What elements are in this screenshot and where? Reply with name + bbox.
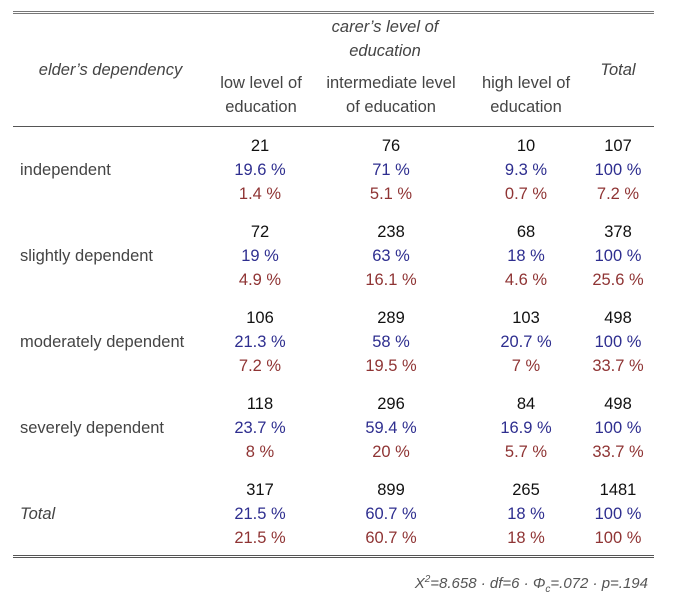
cell-column-percent: 7 % — [511, 357, 541, 375]
cell-count: 265 — [512, 481, 540, 499]
cell-count: 317 — [246, 481, 274, 499]
table-bottom-rule — [13, 555, 654, 556]
column-header-intermediate: intermediate level of education — [312, 71, 470, 119]
cell-row-percent: 20.7 % — [500, 333, 552, 351]
cell-count: 76 — [381, 137, 401, 155]
cell-column-percent: 60.7 % — [365, 529, 417, 547]
cell-row-percent: 19 % — [241, 247, 279, 265]
cell-row-percent: 18 % — [507, 247, 545, 265]
chi-exponent: 2 — [424, 574, 431, 585]
cell-column-percent: 4.6 % — [504, 271, 548, 289]
cell-row-percent: 16.9 % — [500, 419, 552, 437]
cell-count: 118 — [246, 395, 274, 413]
cell-column-percent: 5.7 % — [504, 443, 548, 461]
cell-row-percent: 23.7 % — [234, 419, 286, 437]
column-variable-header: carer’s level of education — [300, 15, 470, 63]
header-rule — [13, 126, 654, 127]
cell-row-percent: 100 % — [594, 333, 642, 351]
row-label: severely dependent — [20, 419, 165, 437]
cell-row-percent: 18 % — [507, 505, 545, 523]
phi-p-value: =.072 · p=.194 — [550, 575, 648, 592]
cell-count: 899 — [377, 481, 405, 499]
cell-row-percent: 60.7 % — [365, 505, 417, 523]
cell-count: 289 — [377, 309, 405, 327]
column-header-low: low level of education — [212, 71, 310, 119]
cell-column-percent: 5.1 % — [369, 185, 413, 203]
column-header-low-line1: low level of — [220, 74, 302, 92]
cell-row-percent: 63 % — [372, 247, 410, 265]
cell-column-percent: 19.5 % — [365, 357, 417, 375]
cell-column-percent: 7.2 % — [238, 357, 282, 375]
cell-row-percent: 9.3 % — [504, 161, 548, 179]
cell-column-percent: 100 % — [594, 529, 642, 547]
cell-column-percent: 18 % — [507, 529, 545, 547]
cell-count: 106 — [246, 309, 274, 327]
row-variable-header: elder’s dependency — [38, 61, 183, 79]
cell-count: 103 — [512, 309, 540, 327]
table-top-rule — [13, 11, 654, 12]
cell-column-percent: 4.9 % — [238, 271, 282, 289]
cell-row-percent: 100 % — [594, 419, 642, 437]
cell-count: 498 — [604, 309, 632, 327]
summary-statistics: X2=8.658 · df=6 · Φc=.072 · p=.194 — [415, 574, 648, 595]
row-label: independent — [20, 161, 111, 179]
column-variable-line2: education — [349, 42, 421, 60]
cell-column-percent: 1.4 % — [238, 185, 282, 203]
phi-subscript: c — [545, 584, 551, 595]
cell-row-percent: 71 % — [372, 161, 410, 179]
cell-column-percent: 21.5 % — [234, 529, 286, 547]
chi-value-df: =8.658 · df=6 · Φ — [430, 575, 546, 592]
row-label: moderately dependent — [20, 333, 185, 351]
cell-count: 238 — [377, 223, 405, 241]
cell-column-percent: 8 % — [245, 443, 275, 461]
cell-column-percent: 20 % — [372, 443, 410, 461]
cell-column-percent: 7.2 % — [596, 185, 640, 203]
column-header-low-line2: education — [225, 98, 297, 116]
row-label: Total — [20, 505, 56, 523]
cell-count: 107 — [604, 137, 632, 155]
cell-count: 296 — [377, 395, 405, 413]
cell-column-percent: 33.7 % — [592, 357, 644, 375]
table-top-rule-2 — [13, 13, 654, 14]
column-header-total: Total — [600, 61, 636, 79]
cell-row-percent: 59.4 % — [365, 419, 417, 437]
cell-column-percent: 33.7 % — [592, 443, 644, 461]
cell-count: 10 — [516, 137, 536, 155]
column-header-intermediate-line2: of education — [346, 98, 436, 116]
row-label: slightly dependent — [20, 247, 154, 265]
column-header-intermediate-line1: intermediate level — [326, 74, 456, 92]
table-bottom-rule-2 — [13, 557, 654, 558]
cell-row-percent: 100 % — [594, 505, 642, 523]
cell-count: 378 — [604, 223, 632, 241]
cell-column-percent: 16.1 % — [365, 271, 417, 289]
cell-count: 498 — [604, 395, 632, 413]
cell-column-percent: 25.6 % — [592, 271, 644, 289]
cell-count: 21 — [250, 137, 270, 155]
cell-row-percent: 58 % — [372, 333, 410, 351]
cell-row-percent: 19.6 % — [234, 161, 286, 179]
cell-row-percent: 100 % — [594, 161, 642, 179]
chi-symbol: X — [414, 575, 425, 592]
column-variable-line1: carer’s level of — [331, 18, 439, 36]
cell-count: 84 — [516, 395, 536, 413]
cell-count: 68 — [516, 223, 536, 241]
cell-row-percent: 100 % — [594, 247, 642, 265]
cell-row-percent: 21.5 % — [234, 505, 286, 523]
column-header-high: high level of education — [472, 71, 580, 119]
cell-count: 1481 — [599, 481, 637, 499]
column-header-high-line1: high level of — [481, 74, 571, 92]
column-header-high-line2: education — [490, 98, 562, 116]
cell-row-percent: 21.3 % — [234, 333, 286, 351]
cell-count: 72 — [250, 223, 270, 241]
cell-column-percent: 0.7 % — [504, 185, 548, 203]
